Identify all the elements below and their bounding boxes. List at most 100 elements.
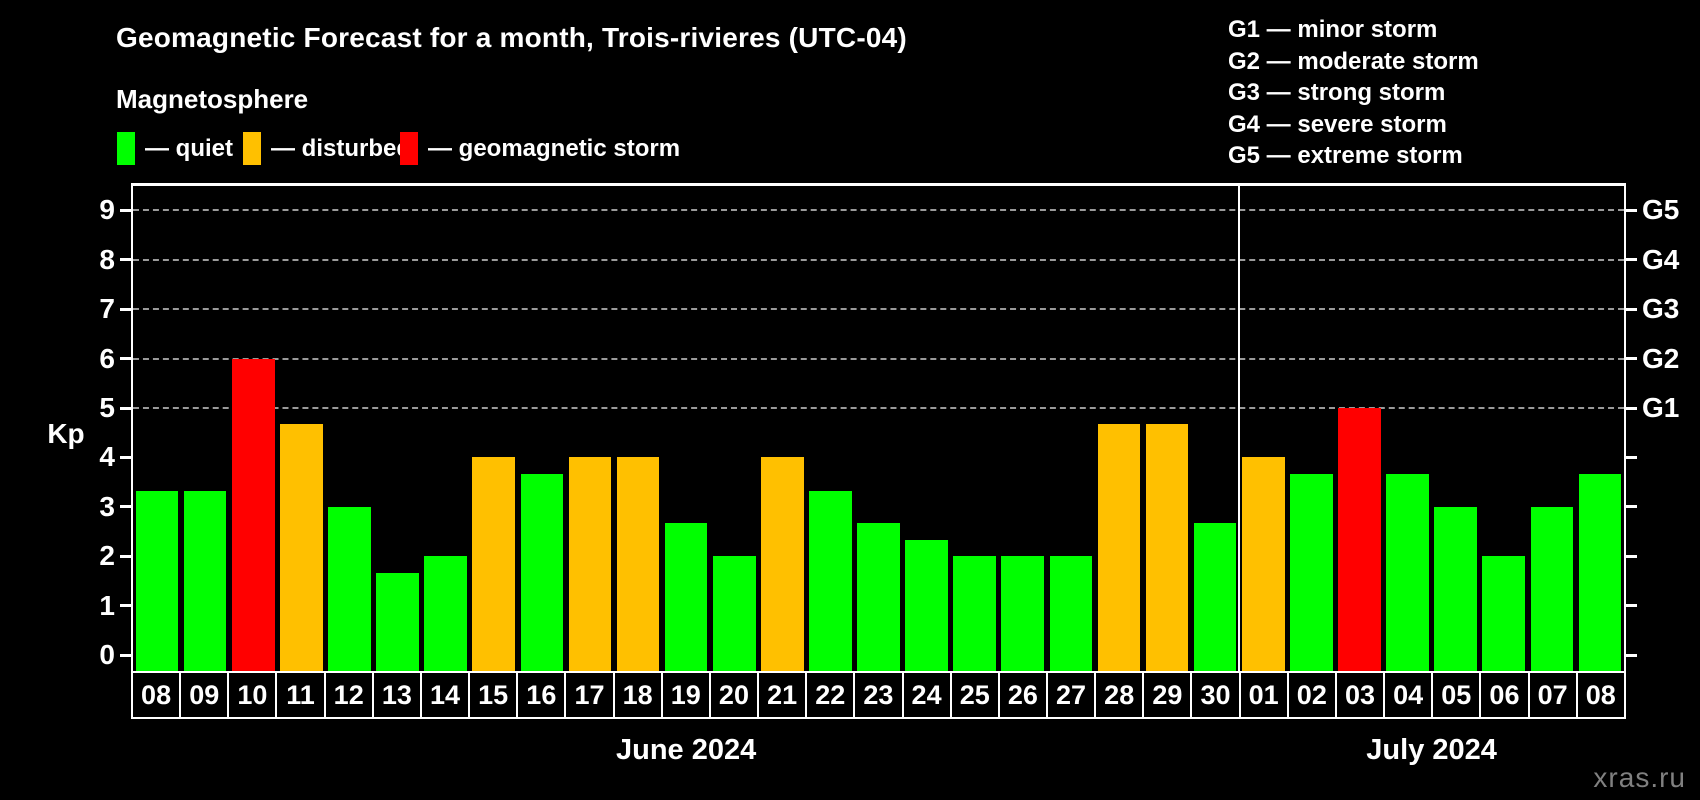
- left-tick-4: [120, 455, 132, 459]
- day-label-june-22: 22: [805, 673, 853, 717]
- right-axis-label-g5: G5: [1642, 194, 1680, 226]
- day-label-june-10: 10: [227, 673, 275, 717]
- right-axis-label-g3: G3: [1642, 293, 1680, 325]
- gridline-6: [133, 357, 1624, 360]
- y-tick-label-6: 6: [99, 342, 115, 374]
- legend-item-storm: — geomagnetic storm: [400, 132, 680, 165]
- bar-july-05: [1434, 506, 1477, 671]
- bar-june-16: [520, 473, 564, 671]
- day-label-july-03: 03: [1334, 673, 1383, 717]
- right-tick-7: [1625, 307, 1637, 311]
- bar-july-08: [1578, 473, 1622, 671]
- bar-june-13: [376, 572, 419, 671]
- left-tick-0: [120, 653, 132, 657]
- legend-item-quiet: — quiet: [117, 132, 233, 165]
- plot-area: Kp 08 09 10 11 12 13 14 15 16 17 18 19 20 21 22 23 24 25 2…: [47, 183, 1679, 766]
- gridline-9: [133, 209, 1624, 212]
- day-label-june-25: 25: [949, 673, 998, 717]
- bar-july-02: [1290, 473, 1333, 671]
- bar-june-23: [857, 523, 900, 671]
- gridline-8: [133, 258, 1624, 261]
- bar-july-03: [1338, 408, 1381, 671]
- y-tick-label-3: 3: [99, 490, 115, 522]
- storm-legend-line-g5: G5 — extreme storm: [1228, 142, 1463, 169]
- day-label-june-09: 09: [179, 673, 227, 717]
- left-tick-2: [120, 554, 132, 558]
- bar-june-08: [135, 490, 179, 671]
- left-tick-3: [120, 505, 132, 509]
- left-tick-9: [120, 208, 132, 212]
- right-tick-5: [1625, 406, 1637, 410]
- day-label-july-04: 04: [1383, 673, 1431, 717]
- page-title: Geomagnetic Forecast for a month, Trois-…: [116, 22, 907, 53]
- bar-june-18: [616, 457, 660, 671]
- bar-june-22: [809, 490, 852, 671]
- storm-scale-legend: G1 — minor storm G2 — moderate storm G3 …: [1228, 14, 1479, 172]
- storm-swatch-icon: [400, 132, 418, 165]
- day-label-june-23: 23: [853, 673, 901, 717]
- day-label-june-13: 13: [371, 673, 420, 717]
- legend-label-disturbed: — disturbed: [271, 134, 412, 162]
- gridline-7: [133, 308, 1624, 311]
- bar-july-04: [1386, 473, 1429, 671]
- bar-june-24: [905, 539, 948, 671]
- legend-item-disturbed: — disturbed: [243, 132, 411, 165]
- left-tick-6: [120, 357, 132, 361]
- right-axis-label-g2: G2: [1642, 342, 1680, 374]
- day-label-june-11: 11: [275, 673, 323, 717]
- bar-june-17: [568, 457, 612, 671]
- left-tick-8: [120, 258, 132, 262]
- quiet-swatch-icon: [117, 132, 135, 165]
- y-tick-label-9: 9: [99, 194, 115, 226]
- y-tick-label-7: 7: [99, 293, 115, 325]
- bar-june-11: [280, 424, 323, 671]
- storm-legend-line-g3: G3 — strong storm: [1228, 79, 1446, 106]
- watermark: xras.ru: [1593, 762, 1686, 793]
- bar-june-29: [1145, 424, 1189, 671]
- bar-june-21: [761, 457, 804, 671]
- y-axis-title: Kp: [47, 418, 85, 449]
- y-tick-label-8: 8: [99, 243, 115, 275]
- left-tick-7: [120, 307, 132, 311]
- y-tick-label-2: 2: [99, 540, 115, 572]
- left-tick-5: [120, 406, 132, 410]
- day-label-june-12: 12: [323, 673, 372, 717]
- y-tick-label-5: 5: [99, 392, 115, 423]
- day-label-june-21: 21: [757, 673, 805, 717]
- day-label-july-02: 02: [1286, 673, 1335, 717]
- day-label-july-08: 08: [1575, 673, 1624, 717]
- right-tick-2: [1625, 554, 1637, 558]
- day-label-june-24: 24: [901, 673, 950, 717]
- month-label-june: June 2024: [615, 734, 757, 766]
- day-label-june-26: 26: [997, 673, 1046, 717]
- day-label-july-06: 06: [1479, 673, 1527, 717]
- bar-june-28: [1097, 424, 1141, 671]
- bar-june-09: [183, 490, 227, 671]
- right-axis-label-g1: G1: [1642, 392, 1680, 423]
- storm-legend-line-g4: G4 — severe storm: [1228, 110, 1447, 138]
- day-label-row: 08 09 10 11 12 13 14 15 16 17 18 19 20 21 22 23 24 25 26 27…: [131, 671, 1626, 719]
- bar-july-06: [1482, 556, 1526, 671]
- day-label-june-17: 17: [564, 673, 612, 717]
- right-tick-1: [1625, 604, 1637, 608]
- bar-june-14: [424, 556, 467, 671]
- bar-june-15: [472, 457, 516, 671]
- bar-june-12: [328, 506, 371, 671]
- bar-june-30: [1193, 523, 1237, 671]
- left-tick-1: [120, 604, 132, 608]
- day-label-june-15: 15: [468, 673, 516, 717]
- day-label-june-19: 19: [660, 673, 709, 717]
- bar-june-10: [231, 358, 275, 671]
- bar-june-20: [712, 556, 756, 671]
- storm-legend-line-g1: G1 — minor storm: [1228, 16, 1438, 43]
- right-tick-6: [1625, 357, 1637, 361]
- bar-june-26: [1001, 556, 1045, 671]
- day-label-july-01: 01: [1238, 673, 1287, 717]
- gridline-5: [133, 407, 1624, 409]
- y-tick-label-0: 0: [99, 639, 115, 670]
- month-separator-line: [1238, 186, 1241, 671]
- right-tick-3: [1625, 505, 1637, 509]
- day-label-june-30: 30: [1190, 673, 1238, 717]
- day-label-june-27: 27: [1045, 673, 1094, 717]
- bar-june-19: [664, 523, 708, 671]
